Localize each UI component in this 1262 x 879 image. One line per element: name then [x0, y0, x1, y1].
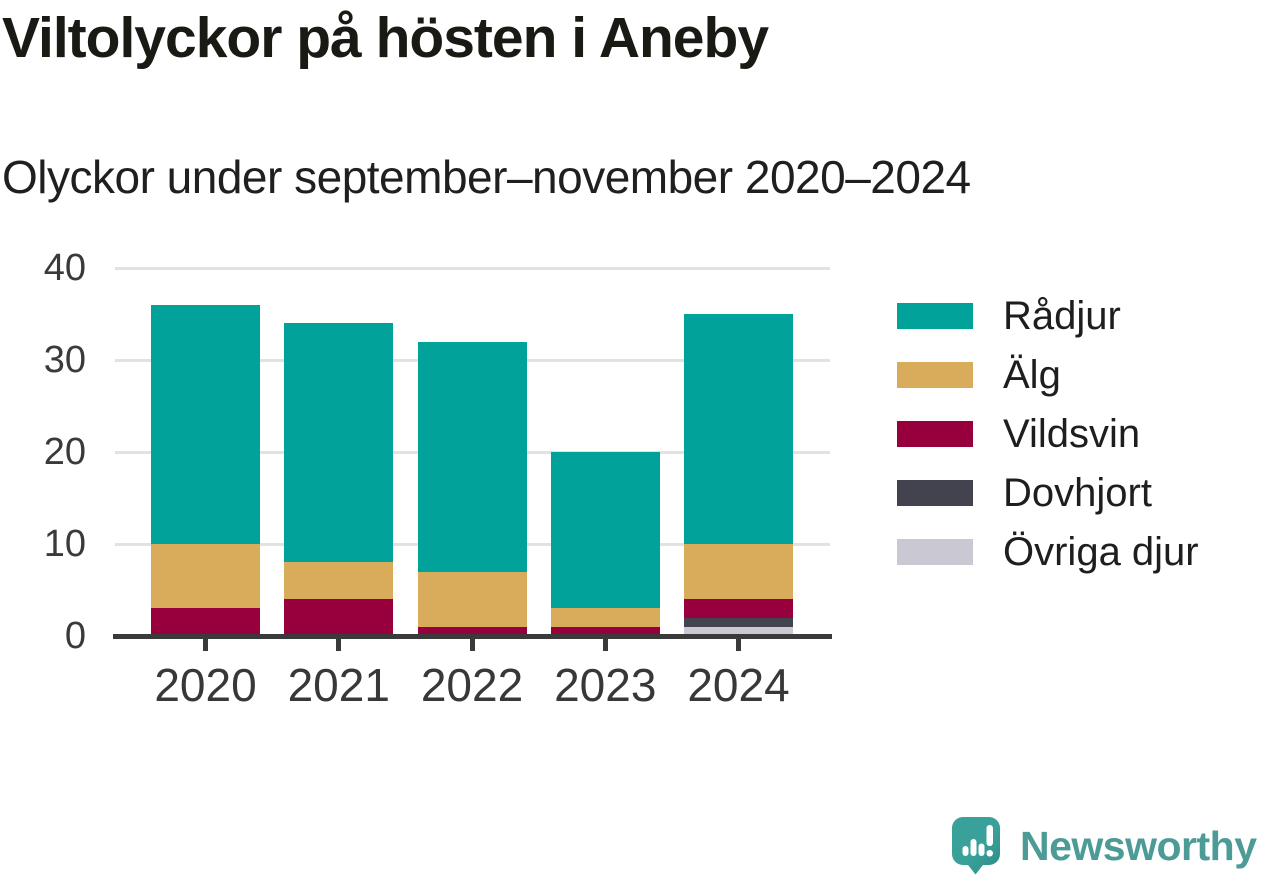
bar-segment: [417, 571, 527, 627]
x-axis-tick-label: 2024: [687, 659, 790, 711]
x-axis-tick: [602, 638, 608, 651]
x-axis-tick: [736, 638, 741, 651]
page-subtitle: Olyckor under september–november 2020–20…: [2, 151, 971, 203]
legend-swatch: [897, 421, 973, 448]
logo-bar-2: [970, 839, 977, 856]
bar-segment: [684, 599, 793, 618]
bar-segment: [550, 608, 660, 627]
y-axis-tick-label: 20: [43, 431, 86, 473]
bar-segment: [151, 544, 260, 609]
legend-item: Älg: [897, 349, 1061, 401]
legend-item: Övriga djur: [897, 526, 1199, 578]
bar-segment: [284, 562, 394, 600]
y-axis-tick-label: 30: [43, 339, 86, 381]
legend-label: Dovhjort: [1003, 470, 1152, 515]
legend-label: Älg: [1003, 352, 1061, 397]
bar-segment: [284, 323, 394, 563]
bar-segment: [550, 452, 660, 609]
bar-segment: [684, 626, 793, 636]
x-axis-tick-label: 2020: [154, 659, 257, 711]
x-axis-tick-label: 2021: [287, 659, 390, 711]
newsworthy-logo-icon: [952, 817, 1000, 875]
x-axis-tick-label: 2022: [420, 659, 524, 711]
logo-bar-3: [978, 843, 985, 856]
bar-segment: [550, 626, 660, 636]
legend-item: Rådjur: [897, 290, 1121, 342]
bar-segment: [684, 617, 793, 627]
bar-segment: [151, 608, 260, 636]
legend-swatch: [897, 480, 973, 507]
y-axis-tick-label: 10: [43, 523, 86, 565]
brand-footer: Newsworthy: [944, 813, 1257, 879]
bar-segment: [417, 626, 527, 636]
x-axis-tick-label: 2023: [554, 659, 657, 711]
y-axis-tick-label: 40: [43, 247, 86, 289]
legend-swatch: [897, 539, 973, 566]
bar-segment: [284, 599, 394, 636]
legend-item: Dovhjort: [897, 467, 1152, 519]
bar-segment: [684, 314, 793, 544]
legend-label: Övriga djur: [1003, 529, 1199, 574]
logo-exclamation-dot: [986, 850, 993, 857]
legend-swatch: [897, 303, 973, 329]
x-axis-tick: [336, 638, 342, 651]
bar-segment: [151, 304, 260, 544]
bar-segment: [417, 341, 527, 572]
x-axis-line: [113, 633, 832, 639]
y-axis-tick-label: 0: [64, 615, 86, 657]
logo-bar-1: [962, 846, 969, 856]
x-axis-tick: [469, 638, 475, 651]
page-title: Viltolyckor på hösten i Aneby: [2, 6, 769, 70]
brand-name: Newsworthy: [1020, 822, 1257, 869]
logo-exclamation-bar: [986, 825, 993, 846]
gridline-y-40: [115, 266, 830, 270]
legend-item: Vildsvin: [897, 408, 1140, 460]
x-axis-tick: [203, 638, 208, 651]
bar-segment: [684, 544, 793, 600]
legend-swatch: [897, 362, 973, 389]
legend-label: Vildsvin: [1003, 411, 1141, 456]
legend-label: Rådjur: [1003, 293, 1121, 338]
